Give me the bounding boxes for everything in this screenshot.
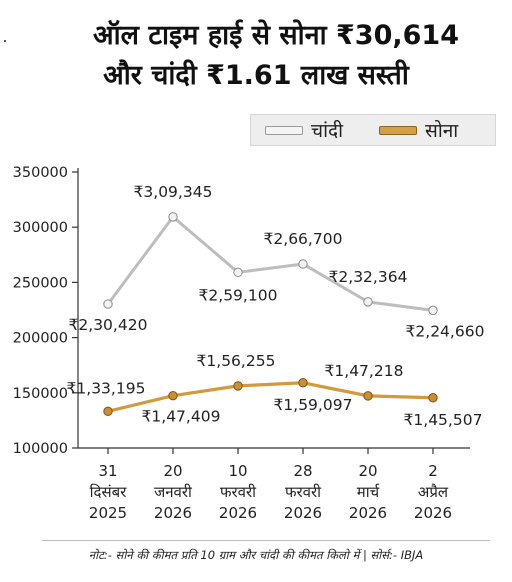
x-tick-label: जनवरी [154,483,193,501]
x-tick-label: 2026 [219,504,257,522]
legend-item-gold: सोना [379,115,458,145]
gold-point [363,391,373,401]
x-tick-label: अप्रैल [418,483,449,501]
silver-point [233,267,243,278]
silver-data-label: ₹2,66,700 [264,230,343,248]
x-tick-label: 2026 [414,504,452,522]
gold-data-label: ₹1,59,097 [274,396,353,414]
silver-point [298,259,308,269]
gold-data-label: ₹1,47,218 [325,362,404,380]
gold-point [233,381,243,391]
gold-data-label: ₹1,47,409 [142,408,221,426]
silver-point [428,305,438,316]
x-tick-label: दिसंबर [90,483,128,501]
gold-data-label: ₹1,45,507 [404,411,483,429]
x-tick-label: 2025 [89,504,127,522]
y-tick-label: 300000 [13,220,68,236]
silver-data-label: ₹2,59,100 [199,286,278,304]
chart-legend: चांदी सोना [250,114,496,146]
x-tick-label: 31 [98,462,117,480]
gold-point [103,406,113,417]
gold-point [428,393,438,403]
silver-data-label: ₹2,30,420 [69,316,148,334]
silver-point [363,297,373,307]
y-tick-label: 350000 [13,165,68,181]
legend-item-silver: चांदी [265,115,343,145]
x-tick-label: मार्च [357,483,380,501]
gold-data-label: ₹1,56,255 [197,352,276,370]
note-divider [42,540,490,541]
silver-data-label: ₹2,24,660 [406,322,485,340]
headline-line-1: ऑल टाइम हाई से सोना ₹30,614 [93,20,459,51]
gold-point [168,390,178,401]
y-tick-label: 150000 [13,386,68,402]
headline-line-2: और चांदी ₹1.61 लाख सस्ती [103,60,409,91]
legend-swatch-gold [379,125,417,135]
x-tick-label: 2026 [349,504,387,522]
footnote: नोट:- सोने की कीमत प्रति 10 ग्राम और चां… [88,548,424,562]
gold-data-label: ₹1,33,195 [67,379,146,397]
silver-data-label: ₹2,32,364 [329,268,408,286]
gold-point [298,378,308,388]
series-line-gold [107,381,434,413]
x-tick-label: 28 [293,462,312,480]
legend-label-gold: सोना [425,120,459,142]
y-tick-label: 100000 [13,441,68,457]
legend-swatch-silver [265,125,303,135]
silver-point [103,299,113,309]
y-tick-label: 200000 [13,331,68,347]
legend-label-silver: चांदी [311,120,343,142]
x-tick-label: 2 [428,462,438,480]
x-tick-label: 10 [228,462,247,480]
x-tick-label: फरवरी [285,483,322,501]
stray-dot [4,40,6,42]
silver-point [168,212,178,222]
series-line-silver [106,215,434,312]
silver-data-label: ₹3,09,345 [134,183,213,201]
line-chart: 100000 150000 200000 250000 300000 350000 31 दि… [13,165,485,522]
x-tick-label: फरवरी [220,483,257,501]
x-tick-label: 2026 [284,504,322,522]
x-tick-label: 2026 [154,504,192,522]
x-tick-label: 20 [163,462,182,480]
x-tick-label: 20 [358,462,377,480]
y-tick-label: 250000 [13,275,68,291]
